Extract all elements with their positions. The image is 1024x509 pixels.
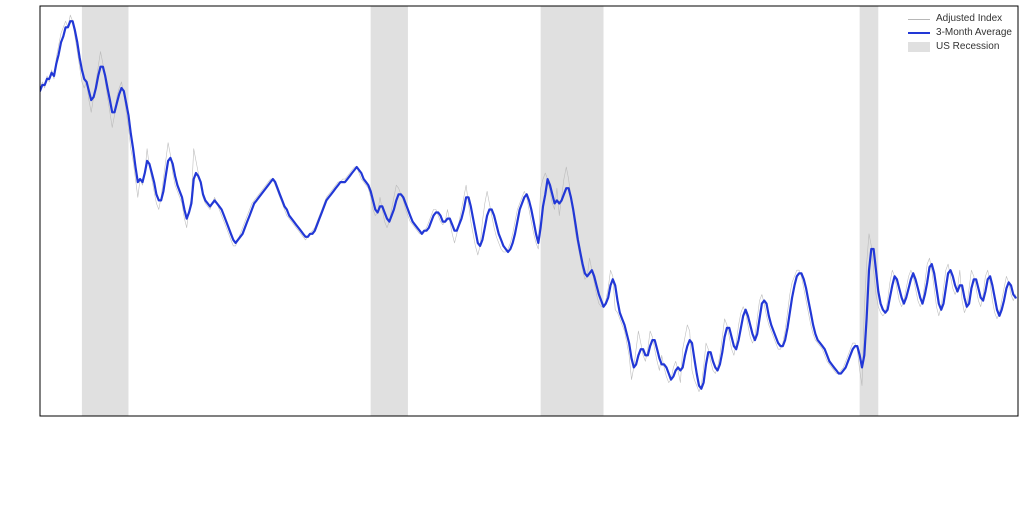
legend-label: 3-Month Average	[936, 26, 1012, 40]
legend-swatch-line	[908, 19, 930, 20]
legend-item-recession: US Recession	[908, 40, 1012, 54]
legend-label: US Recession	[936, 40, 999, 54]
legend-swatch-line	[908, 32, 930, 34]
chart-legend: Adjusted Index 3-Month Average US Recess…	[904, 10, 1016, 56]
line-chart	[0, 0, 1024, 509]
legend-swatch-patch	[908, 42, 930, 52]
legend-item-adjusted: Adjusted Index	[908, 12, 1012, 26]
legend-label: Adjusted Index	[936, 12, 1002, 26]
legend-item-3mo: 3-Month Average	[908, 26, 1012, 40]
chart-container: Adjusted Index 3-Month Average US Recess…	[0, 0, 1024, 509]
